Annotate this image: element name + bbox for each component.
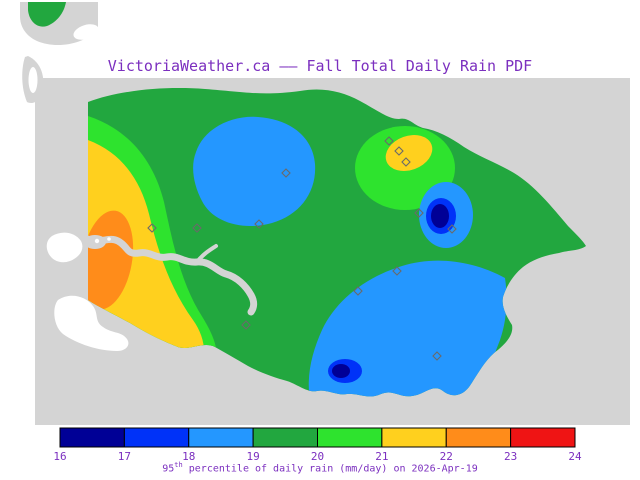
- corner-land-patch: [28, 2, 66, 27]
- station-markers: [147, 136, 457, 361]
- basin-island: [94, 238, 100, 244]
- station-marker: [414, 208, 424, 218]
- station-marker: [394, 146, 404, 156]
- contour-band-navy-south: [332, 364, 350, 378]
- station-marker: [353, 286, 363, 296]
- contour-band-lightblue-north: [193, 116, 316, 227]
- colorbar-band: [252, 427, 318, 448]
- station-marker: [147, 223, 157, 233]
- colorbar-caption: 95th percentile of daily rain (mm/day) o…: [0, 461, 640, 474]
- contour-overlays: [88, 116, 507, 397]
- station-marker: [401, 157, 411, 167]
- harbour-channel: [81, 234, 258, 316]
- colorbar-tick: 17: [117, 450, 131, 463]
- caption-superscript: th: [174, 461, 183, 469]
- station-marker: [281, 168, 291, 178]
- colorbar-band: [188, 427, 254, 448]
- corner-channel: [73, 24, 99, 40]
- nodata-land-southwest: [54, 295, 129, 351]
- basin-island: [107, 237, 111, 241]
- station-marker: [192, 223, 202, 233]
- colorbar-tick: 23: [504, 450, 518, 463]
- colorbar-tick: 18: [182, 450, 196, 463]
- colorbar-tick: 20: [310, 450, 325, 463]
- station-marker: [241, 320, 251, 330]
- colorbar-band: [445, 427, 512, 448]
- map-title: VictoriaWeather.ca –– Fall Total Daily R…: [107, 57, 533, 75]
- contour-band-navy-east: [431, 204, 449, 228]
- station-marker: [384, 136, 394, 146]
- colorbar-tick: 16: [53, 450, 67, 463]
- colorbar: [59, 427, 576, 448]
- colorbar-band: [510, 427, 576, 448]
- caption-prefix: 95: [162, 463, 175, 475]
- colorbar-tick: 24: [568, 450, 582, 463]
- contour-band-yellow-northeast: [385, 135, 433, 171]
- colorbar-band: [123, 427, 190, 448]
- station-marker: [254, 219, 264, 229]
- colorbar-band: [59, 427, 125, 448]
- colorbar-tick: 19: [246, 450, 260, 463]
- left-channel: [28, 67, 38, 93]
- caption-text: percentile of daily rain (mm/day) on 202…: [182, 463, 478, 475]
- colorbar-band: [317, 427, 383, 448]
- sooke-basin: [84, 235, 106, 249]
- colorbar-tick-labels: 16 17 18 19 20 21 22 23 24: [53, 450, 581, 464]
- colorbar-tick: 22: [439, 450, 453, 463]
- nodata-land-west: [46, 232, 83, 263]
- colorbar-band: [381, 427, 447, 448]
- station-marker: [447, 224, 457, 234]
- colorbar-tick: 21: [375, 450, 389, 463]
- station-marker: [392, 266, 402, 276]
- harbour-branch: [195, 244, 218, 264]
- station-marker: [432, 351, 442, 361]
